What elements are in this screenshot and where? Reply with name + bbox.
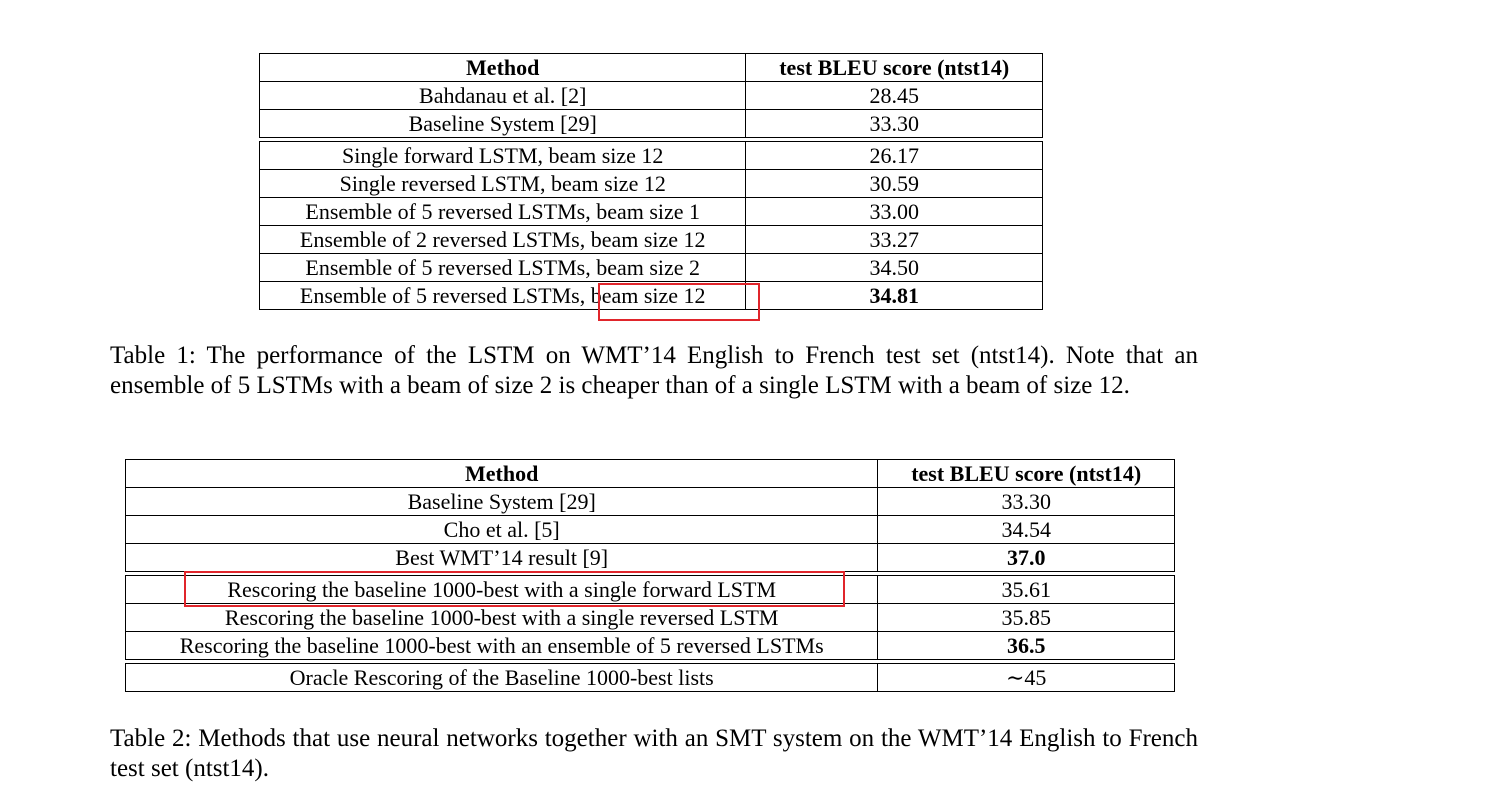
results-table-1: Method test BLEU score (ntst14) Bahdanau…	[258, 53, 1043, 310]
method-cell: Rescoring the baseline 1000-best with a …	[124, 575, 879, 604]
table-header-row: Method test BLEU score (ntst14)	[258, 53, 1043, 82]
method-cell: Ensemble of 5 reversed LSTMs, beam size …	[258, 197, 747, 226]
method-cell: Best WMT’14 result [9]	[124, 543, 879, 572]
results-table-2: Method test BLEU score (ntst14) Baseline…	[124, 459, 1175, 692]
table-row: Single reversed LSTM, beam size 12 30.59	[258, 169, 1043, 198]
method-cell: Bahdanau et al. [2]	[258, 81, 747, 110]
table-row: Baseline System [29] 33.30	[258, 109, 1043, 138]
table-row: Rescoring the baseline 1000-best with a …	[124, 575, 1175, 604]
bleu-column-header: test BLEU score (ntst14)	[877, 459, 1175, 488]
method-column-header: Method	[258, 53, 747, 82]
method-cell: Ensemble of 5 reversed LSTMs, beam size …	[258, 281, 747, 310]
table-header-row: Method test BLEU score (ntst14)	[124, 459, 1175, 488]
table-row: Rescoring the baseline 1000-best with a …	[124, 603, 1175, 632]
best-score-cell: 36.5	[877, 631, 1175, 660]
table-row: Single forward LSTM, beam size 12 26.17	[258, 141, 1043, 170]
score-cell: 33.30	[745, 109, 1043, 138]
table-row: Ensemble of 5 reversed LSTMs, beam size …	[258, 281, 1043, 310]
score-cell: 33.00	[745, 197, 1043, 226]
method-cell: Baseline System [29]	[258, 109, 747, 138]
score-cell: 33.27	[745, 225, 1043, 254]
score-cell: 35.61	[877, 575, 1175, 604]
table-row: Ensemble of 2 reversed LSTMs, beam size …	[258, 225, 1043, 254]
method-cell: Rescoring the baseline 1000-best with a …	[124, 603, 879, 632]
bleu-column-header: test BLEU score (ntst14)	[745, 53, 1043, 82]
method-cell: Cho et al. [5]	[124, 515, 879, 544]
method-cell: Rescoring the baseline 1000-best with an…	[124, 631, 879, 660]
table-1-caption: Table 1: The performance of the LSTM on …	[110, 342, 1198, 399]
method-cell: Baseline System [29]	[124, 487, 879, 516]
table-row: Cho et al. [5] 34.54	[124, 515, 1175, 544]
method-cell: Single forward LSTM, beam size 12	[258, 141, 747, 170]
table-row: Best WMT’14 result [9] 37.0	[124, 543, 1175, 572]
score-cell: 35.85	[877, 603, 1175, 632]
table-row: Ensemble of 5 reversed LSTMs, beam size …	[258, 253, 1043, 282]
best-score-cell: 37.0	[877, 543, 1175, 572]
table-row: Baseline System [29] 33.30	[124, 487, 1175, 516]
method-column-header: Method	[124, 459, 879, 488]
score-cell: 34.54	[877, 515, 1175, 544]
method-cell: Oracle Rescoring of the Baseline 1000-be…	[124, 663, 879, 692]
table-row: Bahdanau et al. [2] 28.45	[258, 81, 1043, 110]
method-cell: Single reversed LSTM, beam size 12	[258, 169, 747, 198]
method-cell: Ensemble of 2 reversed LSTMs, beam size …	[258, 225, 747, 254]
best-score-cell: 34.81	[745, 281, 1043, 310]
score-cell: 26.17	[745, 141, 1043, 170]
score-cell: 34.50	[745, 253, 1043, 282]
table-row: Ensemble of 5 reversed LSTMs, beam size …	[258, 197, 1043, 226]
score-cell: 33.30	[877, 487, 1175, 516]
score-cell: 30.59	[745, 169, 1043, 198]
table-row: Rescoring the baseline 1000-best with an…	[124, 631, 1175, 660]
table-row: Oracle Rescoring of the Baseline 1000-be…	[124, 663, 1175, 692]
score-cell: 28.45	[745, 81, 1043, 110]
score-cell: ∼45	[877, 663, 1175, 692]
table-2-caption: Table 2: Methods that use neural network…	[110, 725, 1198, 782]
method-cell: Ensemble of 5 reversed LSTMs, beam size …	[258, 253, 747, 282]
